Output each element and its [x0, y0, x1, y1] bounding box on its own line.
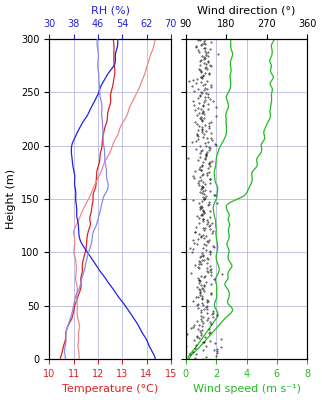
X-axis label: Wind speed (m s⁻¹): Wind speed (m s⁻¹)	[193, 384, 300, 394]
X-axis label: Temperature (°C): Temperature (°C)	[62, 384, 158, 394]
X-axis label: RH (%): RH (%)	[90, 6, 130, 16]
X-axis label: Wind direction (°): Wind direction (°)	[197, 6, 296, 16]
Y-axis label: Height (m): Height (m)	[5, 169, 15, 229]
